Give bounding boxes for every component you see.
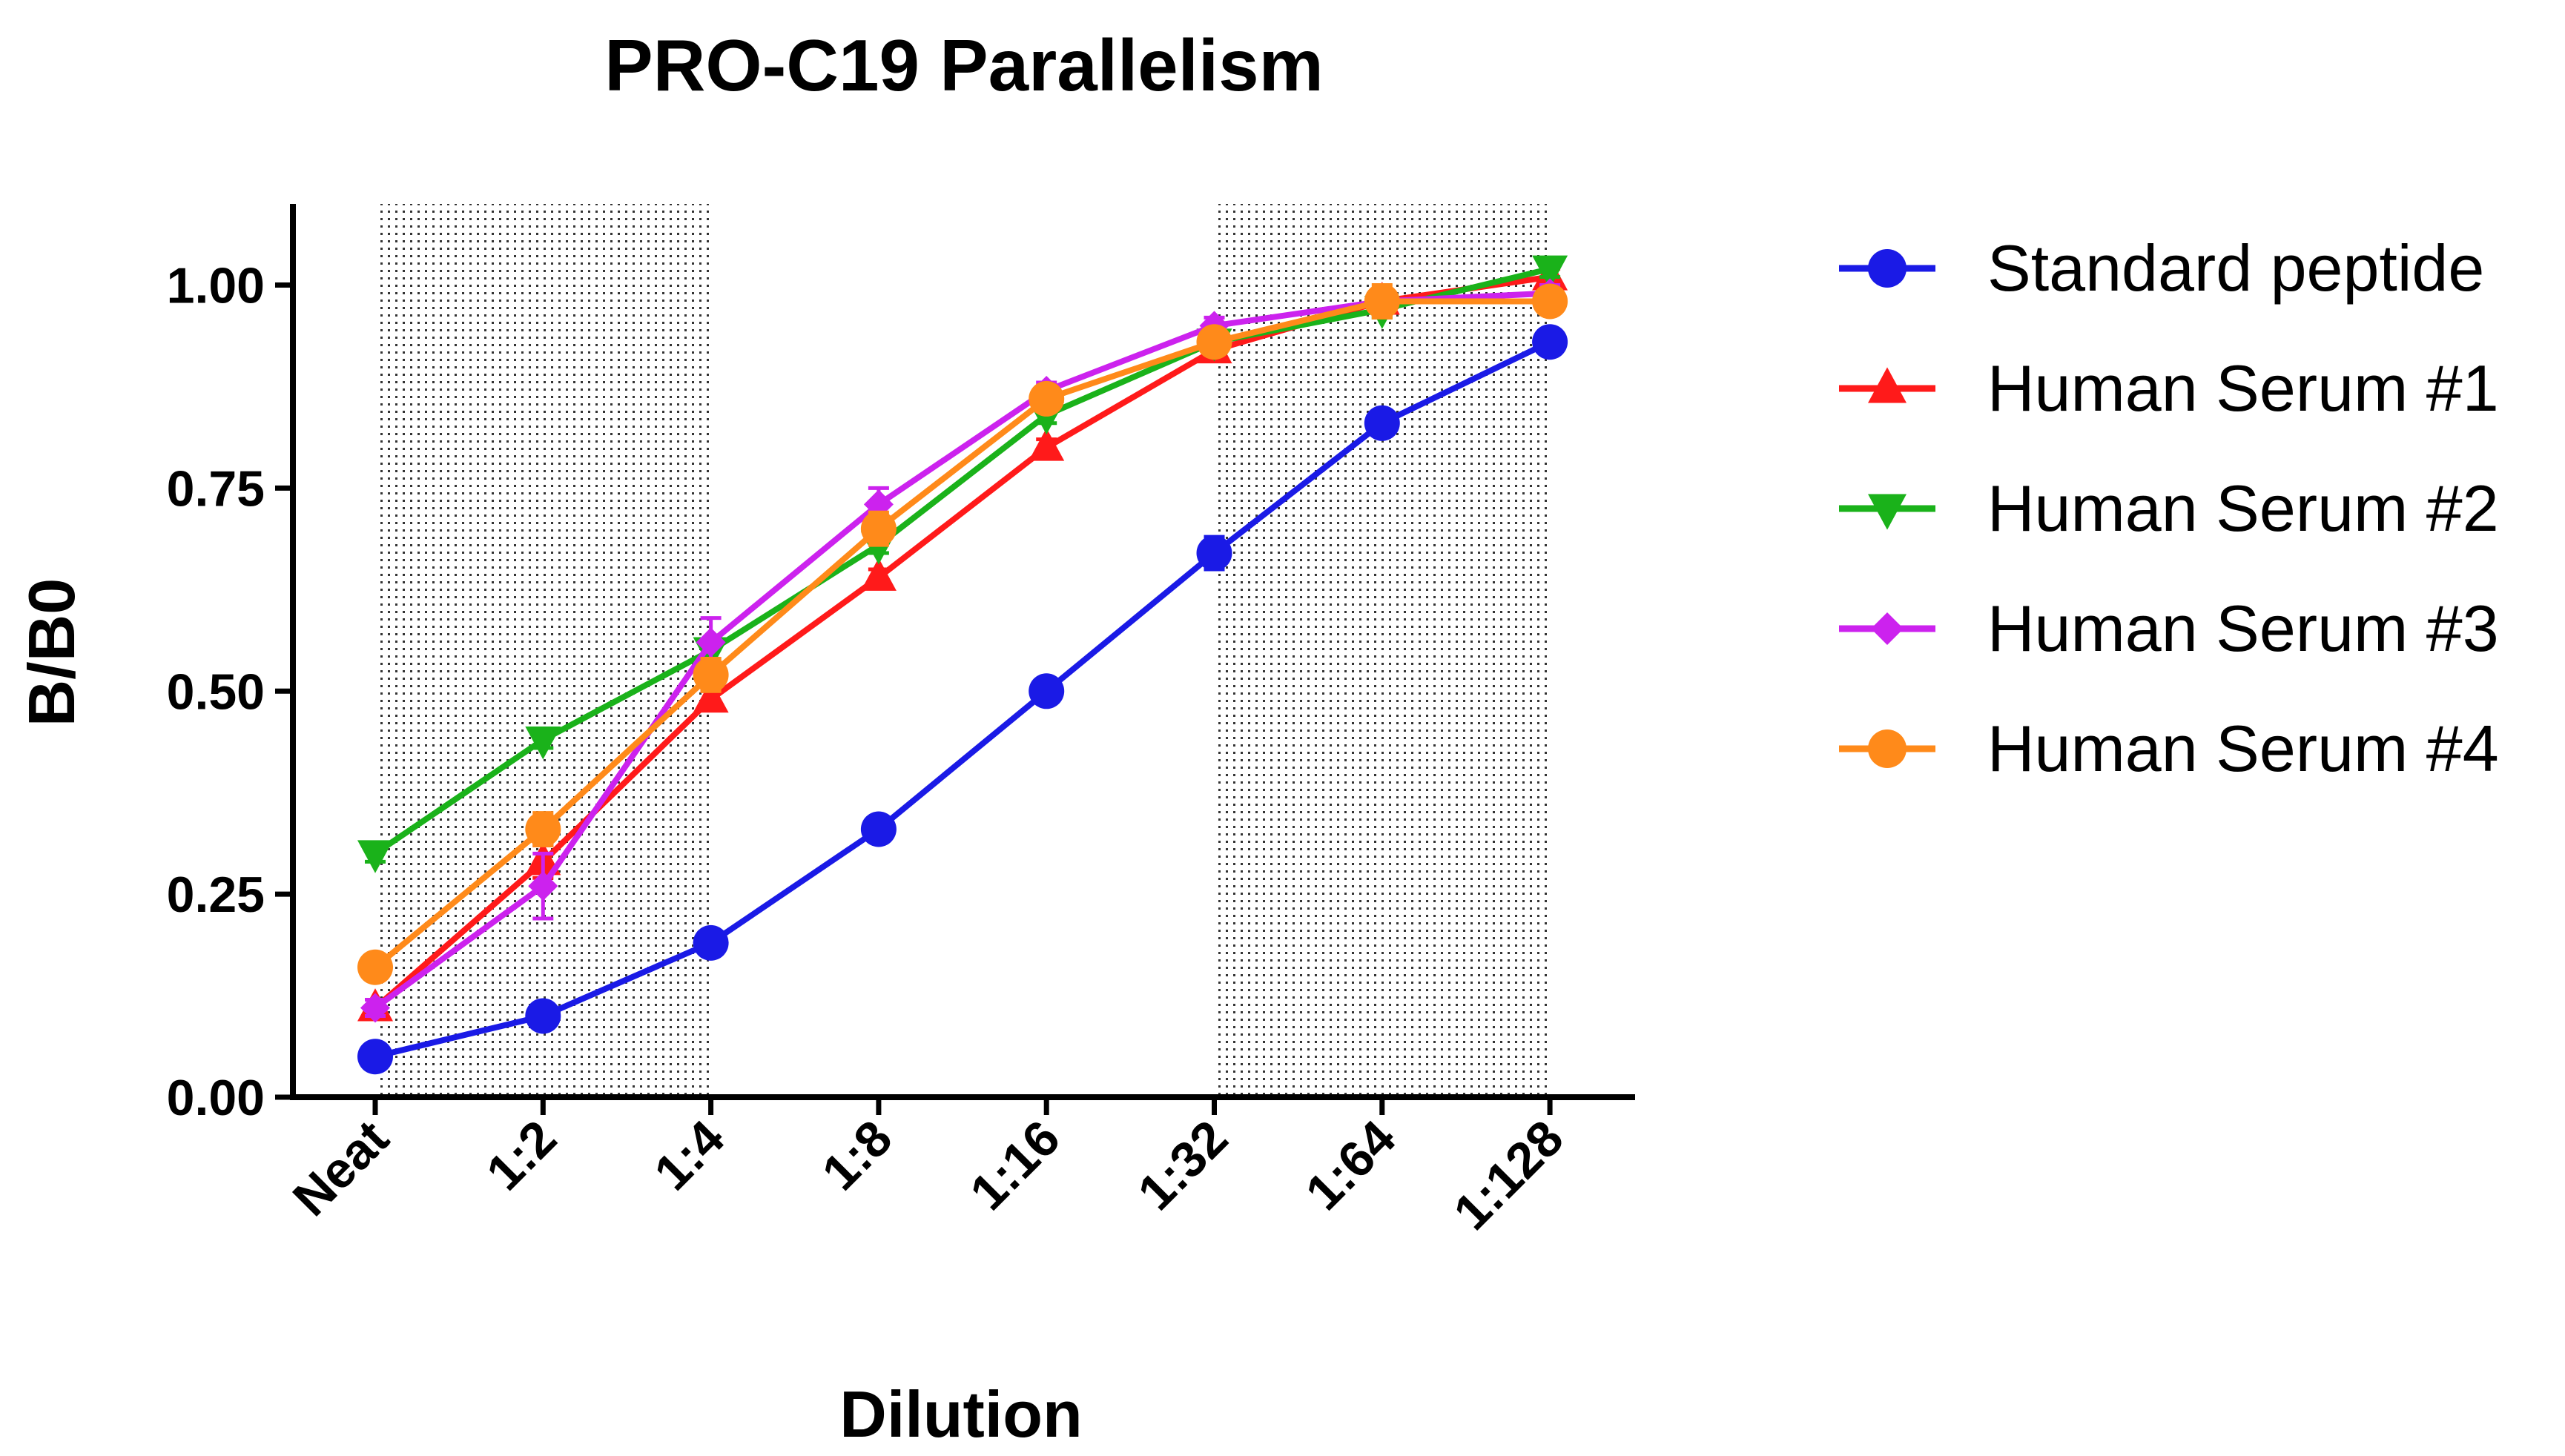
y-tick-label: 0.25: [167, 867, 265, 923]
shaded-region-2: [1214, 204, 1551, 1097]
x-tick-label: 1:64: [1295, 1110, 1406, 1221]
chart-title: PRO-C19 Parallelism: [604, 24, 1324, 106]
data-point: [1532, 283, 1568, 320]
data-point: [1029, 380, 1065, 417]
legend-marker: [1868, 494, 1907, 530]
legend-item-4: Human Serum #3: [1839, 592, 2499, 665]
data-point: [357, 949, 393, 985]
x-tick-label: 1:16: [960, 1110, 1071, 1221]
data-point: [1532, 255, 1568, 289]
x-tick-label: Neat: [283, 1110, 400, 1227]
data-point: [1364, 283, 1400, 320]
y-tick-label: 0.00: [167, 1070, 265, 1126]
shaded-region-1: [375, 204, 711, 1097]
x-tick-label: 1:8: [811, 1110, 902, 1201]
data-point: [1532, 324, 1568, 360]
data-point: [693, 679, 729, 713]
legend-label: Human Serum #1: [1987, 351, 2499, 425]
data-point: [525, 811, 561, 847]
data-point: [525, 727, 561, 760]
data-point: [360, 993, 390, 1023]
legend-item-1: Standard peptide: [1839, 231, 2484, 305]
data-point: [357, 1039, 393, 1075]
legend-label: Standard peptide: [1987, 231, 2484, 305]
series-5: [357, 283, 1568, 985]
data-point: [1029, 428, 1065, 461]
x-axis-label: Dilution: [839, 1377, 1082, 1451]
data-point: [860, 557, 897, 591]
y-tick-label: 0.50: [167, 664, 265, 720]
data-point: [1196, 324, 1232, 360]
data-point: [696, 627, 726, 658]
data-point: [693, 924, 729, 961]
legend-label: Human Serum #2: [1987, 471, 2499, 545]
x-tick-label: 1:2: [476, 1110, 567, 1201]
shaded-regions: [375, 204, 1551, 1097]
legend-marker: [1871, 612, 1904, 645]
x-tick-label: 1:128: [1443, 1110, 1574, 1241]
data-point: [528, 871, 558, 901]
data-point: [357, 840, 393, 873]
series-line: [373, 298, 1551, 970]
series-layer: [357, 255, 1568, 1075]
legend-marker: [1868, 367, 1907, 403]
data-point: [693, 657, 729, 693]
y-axis-label: B/B0: [15, 578, 88, 727]
y-tick-label: 1.00: [167, 258, 265, 314]
legend-marker: [1868, 249, 1907, 288]
series-line: [374, 339, 1551, 1060]
legend-item-5: Human Serum #4: [1839, 712, 2499, 785]
data-point: [1196, 535, 1232, 572]
legend: Standard peptide Human Serum #1 Human Seru…: [1839, 231, 2499, 785]
series-line: [373, 265, 1551, 856]
legend-marker: [1868, 729, 1907, 768]
legend-label: Human Serum #3: [1987, 592, 2499, 665]
legend-label: Human Serum #4: [1987, 712, 2499, 785]
legend-item-2: Human Serum #1: [1839, 351, 2499, 425]
data-point: [1029, 673, 1065, 709]
x-tick-label: 1:4: [644, 1110, 735, 1201]
data-point: [525, 998, 561, 1034]
y-tick-label: 0.75: [167, 460, 265, 517]
data-point: [1364, 405, 1400, 441]
series-1: [357, 324, 1568, 1075]
x-tick-label: 1:32: [1127, 1110, 1238, 1221]
legend-item-3: Human Serum #2: [1839, 471, 2499, 545]
data-point: [860, 811, 897, 847]
data-point: [860, 511, 897, 547]
